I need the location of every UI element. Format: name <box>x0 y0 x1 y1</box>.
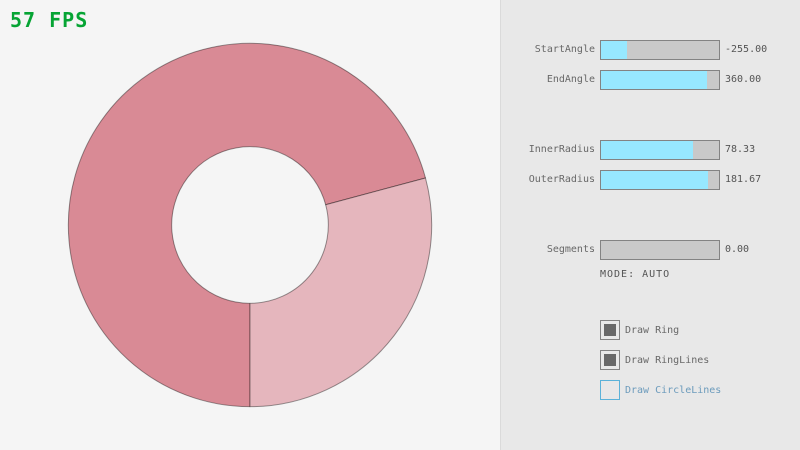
control-panel: StartAngle -255.00 EndAngle 360.00 Inner… <box>501 0 800 450</box>
checkbox-box[interactable] <box>600 380 620 400</box>
slider-row-outer-radius: OuterRadius 181.67 <box>500 170 800 190</box>
checkbox-draw-circle-lines[interactable]: Draw CircleLines <box>600 380 721 400</box>
checkbox-label: Draw CircleLines <box>625 384 722 396</box>
inner-radius-slider[interactable] <box>600 140 720 160</box>
segments-label: Segments <box>546 244 595 255</box>
start-angle-label: StartAngle <box>534 44 595 55</box>
checkmark-icon <box>604 354 616 366</box>
end-angle-label: EndAngle <box>546 74 595 85</box>
segments-mode-text: MODE: AUTO <box>600 269 671 280</box>
checkmark-icon <box>604 324 616 336</box>
start-angle-value: -255.00 <box>725 44 768 55</box>
slider-fill <box>601 141 694 159</box>
checkbox-draw-ring-lines[interactable]: Draw RingLines <box>600 350 709 370</box>
segments-value: 0.00 <box>725 244 750 255</box>
slider-row-inner-radius: InnerRadius 78.33 <box>500 140 800 160</box>
checkbox-box[interactable] <box>600 320 620 340</box>
start-angle-slider[interactable] <box>600 40 720 60</box>
slider-fill <box>601 41 627 59</box>
outer-radius-value: 181.67 <box>725 174 762 185</box>
checkbox-label: Draw RingLines <box>625 354 710 366</box>
slider-row-start-angle: StartAngle -255.00 <box>500 40 800 60</box>
outer-radius-label: OuterRadius <box>528 174 595 185</box>
outer-radius-slider[interactable] <box>600 170 720 190</box>
ring-sector-overlap-region <box>67 42 427 408</box>
end-angle-slider[interactable] <box>600 70 720 90</box>
panel-divider <box>500 0 501 450</box>
segments-slider[interactable] <box>600 240 720 260</box>
checkbox-box[interactable] <box>600 350 620 370</box>
slider-row-segments: Segments 0.00 <box>500 240 800 260</box>
slider-row-end-angle: EndAngle 360.00 <box>500 70 800 90</box>
end-angle-value: 360.00 <box>725 74 762 85</box>
inner-radius-value: 78.33 <box>725 144 756 155</box>
slider-fill <box>601 71 708 89</box>
ring-sector-single-pass-region <box>249 177 433 408</box>
checkbox-label: Draw Ring <box>625 324 680 336</box>
inner-radius-label: InnerRadius <box>528 144 595 155</box>
slider-fill <box>601 171 709 189</box>
checkbox-draw-ring[interactable]: Draw Ring <box>600 320 679 340</box>
fps-counter: 57 FPS <box>10 8 89 32</box>
